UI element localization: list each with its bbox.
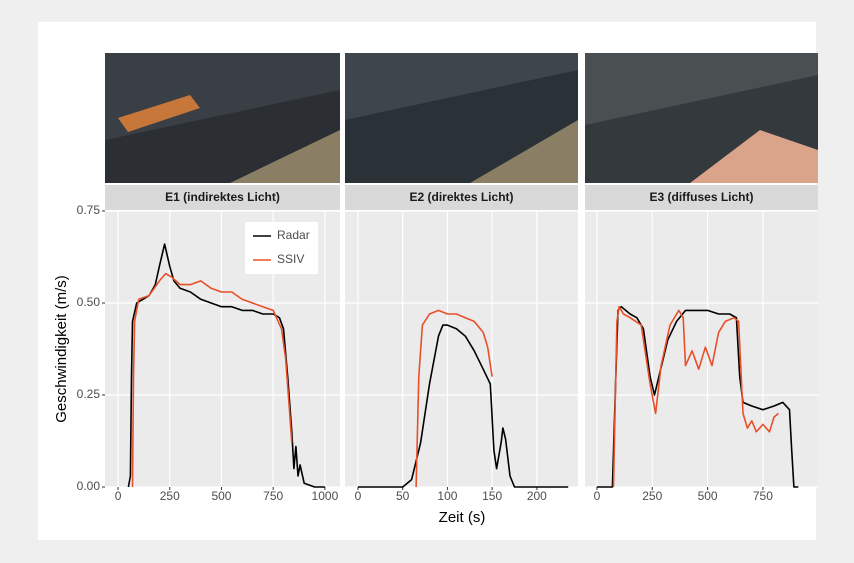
y-tick-label: 0.25 — [77, 387, 101, 401]
x-tick-label: 0 — [594, 489, 601, 503]
strip — [105, 185, 340, 210]
strip-label: E3 (diffuses Licht) — [649, 190, 753, 204]
y-tick-label: 0.50 — [77, 295, 101, 309]
x-tick-label: 1000 — [312, 489, 339, 503]
x-tick-label: 150 — [482, 489, 502, 503]
x-tick-label: 200 — [527, 489, 547, 503]
photo-bank — [230, 130, 340, 183]
series-line — [127, 243, 325, 488]
legend-box — [245, 222, 318, 274]
panel — [345, 211, 578, 487]
legend-label: SSIV — [277, 252, 304, 266]
x-tick-label: 0 — [355, 489, 362, 503]
x-tick-label: 0 — [115, 489, 122, 503]
x-tick-label: 50 — [396, 489, 410, 503]
legend-label: Radar — [277, 228, 310, 242]
x-tick-label: 250 — [642, 489, 662, 503]
series-line — [596, 305, 799, 488]
x-tick-label: 500 — [698, 489, 718, 503]
y-axis-title: Geschwindigkeit (m/s) — [53, 275, 70, 423]
series-line — [131, 272, 293, 488]
photos — [105, 53, 818, 183]
x-tick-label: 250 — [160, 489, 180, 503]
strip — [345, 185, 578, 210]
x-tick-label: 100 — [437, 489, 457, 503]
series-line — [358, 324, 569, 488]
strip-label: E1 (indirektes Licht) — [165, 190, 280, 204]
photo-board — [690, 130, 818, 183]
y-tick-label: 0.00 — [77, 479, 101, 493]
x-tick-label: 500 — [211, 489, 231, 503]
y-tick-label: 0.75 — [77, 203, 101, 217]
series-line — [612, 305, 779, 488]
photo-bank — [470, 120, 578, 183]
strip — [585, 185, 818, 210]
x-axis-title: Zeit (s) — [439, 509, 486, 526]
x-tick-label: 750 — [263, 489, 283, 503]
panel — [585, 211, 818, 487]
series-line — [415, 309, 493, 488]
x-tick-label: 750 — [753, 489, 773, 503]
photo-board — [118, 95, 200, 132]
strip-label: E2 (direktes Licht) — [409, 190, 513, 204]
